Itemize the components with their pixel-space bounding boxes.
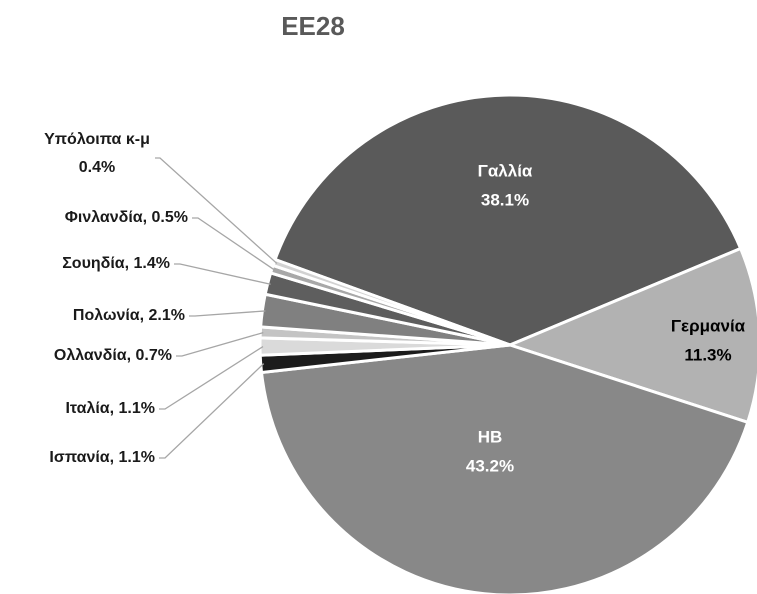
leader-line <box>155 157 278 264</box>
slice-name: Ισπανία <box>49 449 109 466</box>
slice-label: Πολωνία, 2.1% <box>73 307 185 324</box>
slice-value: 11.3% <box>684 345 731 364</box>
slice-label: Υπόλοιπα κ-μ <box>44 131 150 148</box>
separator: , <box>125 255 134 272</box>
separator: , <box>143 209 152 226</box>
slice-value: 0.5% <box>152 209 188 226</box>
slice-value: 0.7% <box>136 347 172 364</box>
slice-name: Ολλανδία <box>54 347 127 364</box>
slice-value: 1.1% <box>119 400 155 417</box>
separator: , <box>140 307 149 324</box>
pie-slice <box>505 246 757 425</box>
chart-title: EE28 <box>281 11 345 41</box>
pie-slice <box>273 93 743 347</box>
leader-line <box>192 217 276 271</box>
slice-value: 43.2% <box>466 456 514 475</box>
slice-name: Φινλανδία <box>65 209 143 226</box>
slice-label: Ολλανδία, 0.7% <box>54 347 172 364</box>
slice-name: Ιταλία <box>65 400 109 417</box>
slice-label: Ιταλία, 1.1% <box>65 400 155 417</box>
slice-name: Πολωνία <box>73 307 140 324</box>
leader-line <box>159 363 265 459</box>
slice-value: 2.1% <box>149 307 185 324</box>
leader-line <box>189 310 266 317</box>
pie-slice <box>271 257 511 347</box>
slice-name: Σουηδία <box>62 255 125 272</box>
slice-value: 0.4% <box>79 159 115 176</box>
slice-label: Σουηδία, 1.4% <box>62 255 170 272</box>
separator: , <box>127 347 136 364</box>
slice-label: Γερμανία <box>671 316 746 335</box>
leader-line <box>174 263 271 285</box>
leader-line <box>176 331 264 357</box>
slice-label: Φινλανδία, 0.5% <box>65 209 188 226</box>
leader-line <box>159 346 264 410</box>
separator: , <box>110 449 119 466</box>
slice-value: 1.4% <box>134 255 170 272</box>
slice-value: 38.1% <box>481 190 529 209</box>
slice-value: 1.1% <box>119 449 155 466</box>
separator: , <box>110 400 119 417</box>
slice-label: Ισπανία, 1.1% <box>49 449 155 466</box>
slice-label: HB <box>478 427 503 446</box>
slice-label: Γαλλία <box>478 161 533 180</box>
